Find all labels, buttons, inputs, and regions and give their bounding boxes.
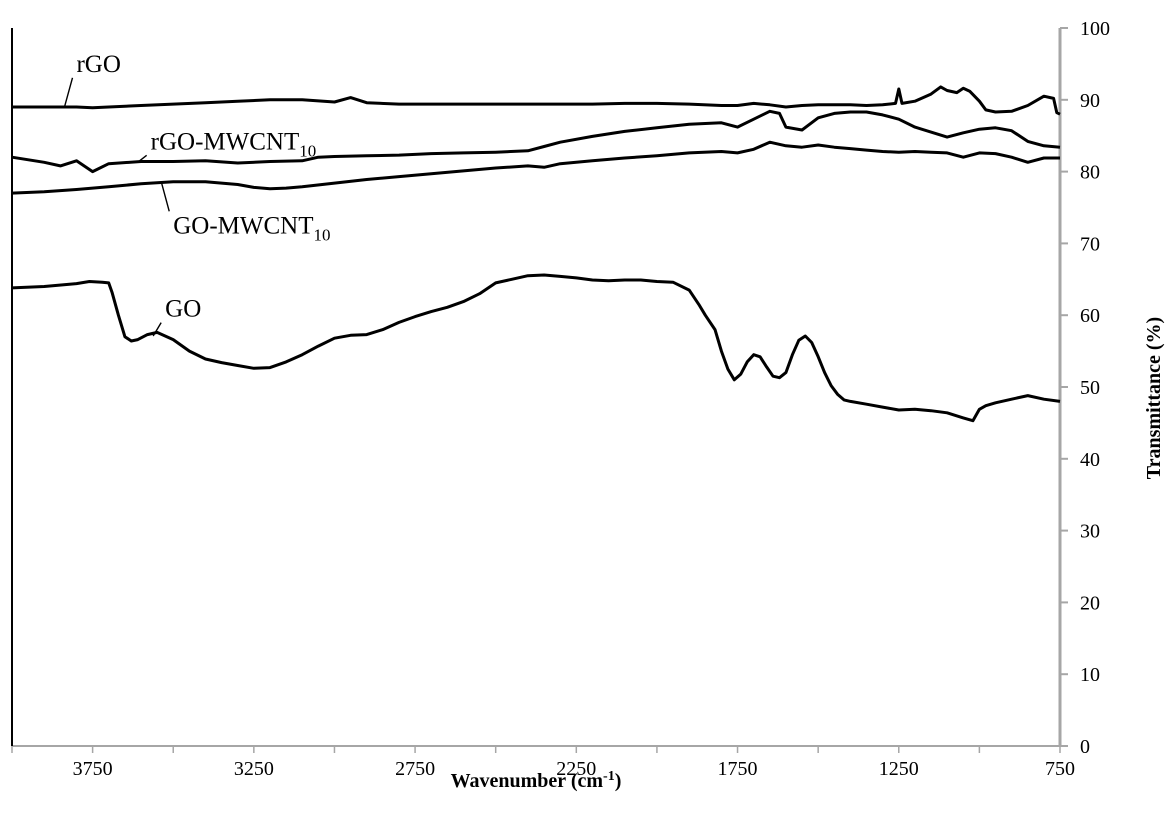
x-tick-label: 3750 <box>73 758 113 780</box>
series-labels: rGO rGO-MWCNT10 GO-MWCNT10 GO <box>63 51 330 337</box>
x-axis-ticks: 3750 3250 2750 2250 1750 1250 750 <box>11 746 1075 780</box>
series-line-rgo <box>12 85 1061 116</box>
x-tick-label: 2750 <box>395 758 435 780</box>
y-tick-label: 80 <box>1080 162 1100 184</box>
y-tick-label: 20 <box>1080 592 1100 614</box>
series-line-go <box>11 273 1061 423</box>
leader-line-go <box>152 322 162 337</box>
y-tick-label: 10 <box>1080 664 1100 686</box>
series-label-go: GO <box>165 296 201 323</box>
series-label-go-mwcnt10: GO-MWCNT10 <box>173 212 330 244</box>
leader-line-go-mwcnt10 <box>160 181 170 212</box>
series-label-rgo-mwcnt10: rGO-MWCNT10 <box>151 128 317 160</box>
y-tick-label: 90 <box>1080 90 1100 112</box>
x-axis-title: Wavenumber (cm-1) <box>451 769 622 792</box>
x-tick-label: 2250 <box>556 758 596 780</box>
y-tick-label: 30 <box>1080 521 1100 543</box>
y-axis-title: Transmittance (%) <box>1143 317 1165 479</box>
x-tick-label: 750 <box>1045 758 1075 780</box>
y-tick-label: 40 <box>1080 449 1100 471</box>
series-line-rgo-mwcnt10 <box>11 109 1061 174</box>
x-tick-label: 1250 <box>879 758 919 780</box>
y-tick-label: 60 <box>1080 305 1100 327</box>
series-line-go-mwcnt10 <box>11 140 1060 195</box>
y-tick-label: 70 <box>1080 233 1100 255</box>
series-label-rgo: rGO <box>76 51 120 78</box>
x-tick-label: 1750 <box>718 758 758 780</box>
x-axis-title-superscript: -1 <box>603 769 615 784</box>
leader-line-rgo <box>63 77 74 108</box>
y-tick-label: 50 <box>1080 377 1100 399</box>
y-tick-label: 100 <box>1080 18 1110 40</box>
series-lines <box>11 85 1061 423</box>
y-axis-ticks: 0 10 20 30 40 50 60 70 80 90 100 <box>1060 18 1110 758</box>
x-axis-title-main: Wavenumber (cm <box>451 770 604 792</box>
y-tick-label: 0 <box>1080 736 1090 758</box>
x-tick-label: 3250 <box>234 758 274 780</box>
leader-line-rgo-mwcnt10 <box>138 154 148 163</box>
x-axis-title-suffix: ) <box>615 770 622 792</box>
